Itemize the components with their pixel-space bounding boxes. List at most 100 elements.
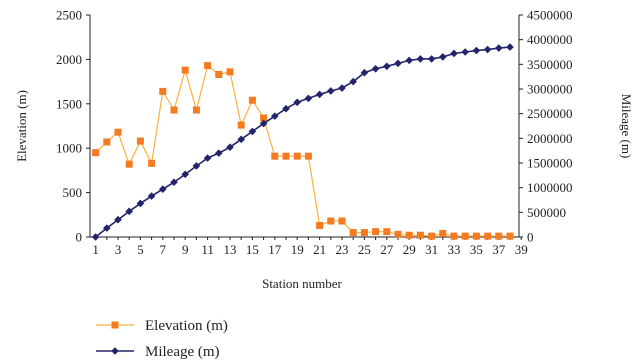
x-tick-label: 19 <box>291 242 304 257</box>
x-tick-label: 3 <box>115 242 122 257</box>
mileage-point <box>461 48 469 56</box>
y-right-tick-label: 3000000 <box>527 82 573 97</box>
elevation-point <box>125 160 133 168</box>
elevation-point <box>327 217 335 225</box>
elevation-point <box>349 229 357 237</box>
y-right-tick-label: 4500000 <box>527 8 573 23</box>
mileage-point <box>170 178 178 187</box>
elevation-point <box>136 137 144 145</box>
mileage-point <box>271 112 279 120</box>
elevation-point <box>226 68 234 76</box>
mileage-point <box>405 56 413 65</box>
mileage-point <box>304 94 313 103</box>
x-tick-label: 7 <box>160 242 167 257</box>
x-tick-label: 11 <box>201 242 214 257</box>
elevation-point <box>394 230 402 238</box>
mileage-point <box>203 154 212 162</box>
elevation-point <box>428 232 436 240</box>
y-right-tick-label: 1500000 <box>527 156 573 171</box>
elevation-point <box>237 121 245 129</box>
x-tick-label: 17 <box>268 242 282 257</box>
mileage-point <box>226 143 234 152</box>
series-elevation <box>92 62 514 240</box>
elevation-point <box>316 221 324 229</box>
axes: 0 500 1000 1500 2000 2500 0 500000 1000000 150000… <box>56 8 573 258</box>
elevation-point <box>304 152 312 160</box>
elevation-point <box>248 96 256 104</box>
mileage-point <box>125 207 133 216</box>
labels: Station number Elevation (m) Mileage (m) <box>14 90 634 291</box>
y-axis-right-label: Mileage (m) <box>619 94 634 159</box>
y-right-tick-label: 3500000 <box>527 57 573 72</box>
elevation-point <box>439 229 447 237</box>
mileage-point <box>450 49 458 58</box>
legend: Elevation (m) Mileage (m) <box>96 318 228 360</box>
legend-item-elevation: Elevation (m) <box>96 318 228 334</box>
mileage-point <box>136 199 145 208</box>
series-mileage <box>91 43 514 241</box>
y-left-tick-label: 2000 <box>56 52 82 67</box>
mileage-point <box>483 45 492 54</box>
elevation-point <box>506 232 514 240</box>
mileage-point <box>181 170 189 179</box>
x-tick-label: 5 <box>137 242 144 257</box>
elevation-point <box>103 138 111 146</box>
x-tick-label: 13 <box>224 242 237 257</box>
elevation-point <box>383 228 391 236</box>
mileage-point <box>394 59 402 68</box>
elevation-point <box>282 152 290 160</box>
x-tick-label: 35 <box>470 242 483 257</box>
elevation-point <box>148 159 156 167</box>
x-tick-label: 31 <box>425 242 438 257</box>
y-left-tick-label: 0 <box>76 230 83 245</box>
mileage-point <box>159 185 167 193</box>
elevation-line <box>95 64 510 237</box>
legend-label: Mileage (m) <box>145 344 220 360</box>
elevation-point <box>416 231 424 239</box>
elevation-point <box>338 217 346 225</box>
mileage-point <box>506 43 514 51</box>
y-left-tick-label: 1000 <box>56 141 82 156</box>
elevation-point <box>293 152 301 160</box>
y-left-tick-label: 1500 <box>56 96 82 111</box>
x-tick-label: 29 <box>403 242 416 257</box>
elevation-point <box>114 128 122 136</box>
legend-label: Elevation (m) <box>145 318 228 334</box>
x-tick-label: 33 <box>448 242 461 257</box>
mileage-point <box>495 44 503 52</box>
elevation-point <box>405 231 413 239</box>
elevation-point <box>204 62 212 70</box>
elevation-point <box>450 232 458 240</box>
mileage-point <box>427 55 436 63</box>
elevation-point <box>372 228 380 236</box>
y-right-tick-label: 2500000 <box>527 106 573 121</box>
elevation-point <box>260 114 268 122</box>
mileage-line <box>95 46 511 238</box>
y-left-tick-label: 500 <box>63 185 83 200</box>
x-tick-label: 23 <box>336 242 349 257</box>
y-axis-left-label: Elevation (m) <box>14 90 29 162</box>
mileage-point <box>192 162 201 170</box>
mileage-point <box>237 135 245 144</box>
mileage-point <box>315 90 324 99</box>
mileage-point <box>147 192 156 200</box>
x-tick-label: 15 <box>246 242 259 257</box>
mileage-point <box>282 104 290 113</box>
series-layer <box>91 43 514 241</box>
x-tick-label: 9 <box>182 242 189 257</box>
mileage-point <box>472 46 481 55</box>
mileage-point <box>111 347 119 355</box>
elevation-point <box>495 232 503 240</box>
y-left-tick-label: 2500 <box>56 8 82 23</box>
elevation-point <box>360 229 368 237</box>
x-tick-label: 25 <box>358 242 371 257</box>
mileage-point <box>371 64 380 73</box>
x-tick-label: 1 <box>92 242 99 257</box>
x-axis-label: Station number <box>262 276 342 291</box>
mileage-point <box>248 127 257 136</box>
elevation-point <box>170 106 178 114</box>
mileage-point <box>338 84 346 92</box>
elevation-point <box>461 232 469 240</box>
mileage-point <box>327 87 335 95</box>
elevation-point <box>484 232 492 240</box>
